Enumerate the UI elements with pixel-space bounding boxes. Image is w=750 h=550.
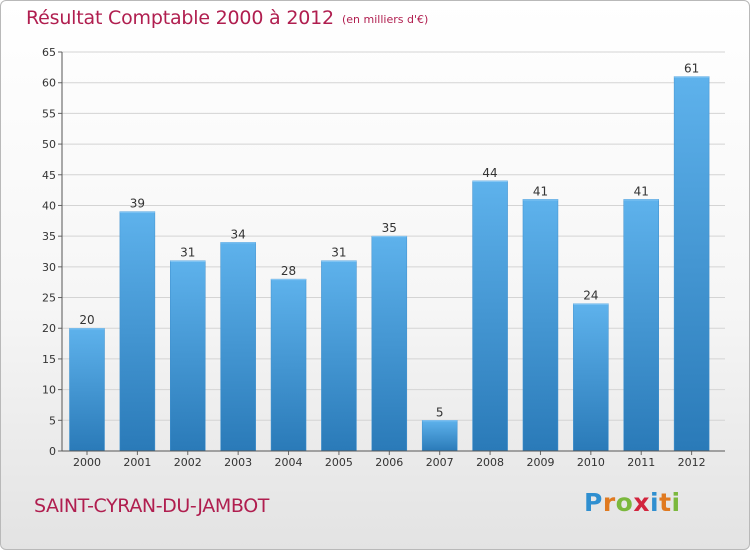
bar-2010 — [573, 303, 609, 452]
y-tick-label: 25 — [42, 292, 56, 305]
data-label: 20 — [79, 313, 94, 327]
y-tick-label: 55 — [42, 107, 56, 120]
x-tick-label: 2005 — [325, 456, 353, 469]
data-label: 41 — [533, 184, 548, 198]
x-tick-label: 2008 — [476, 456, 504, 469]
data-label: 31 — [331, 246, 346, 260]
y-tick-label: 35 — [42, 230, 56, 243]
bar-2004 — [270, 278, 307, 452]
logo-letter: i — [671, 488, 681, 517]
bar-2009 — [522, 199, 559, 452]
commune-name: SAINT-CYRAN-DU-JAMBOT — [34, 495, 269, 517]
data-label: 61 — [684, 62, 699, 76]
x-tick-label: 2007 — [426, 456, 454, 469]
chart-subtitle: (en milliers d'€) — [342, 13, 429, 26]
logo-letter: o — [615, 488, 634, 517]
data-label: 44 — [482, 166, 497, 180]
chart-title: Résultat Comptable 2000 à 2012 — [26, 7, 334, 29]
bar-2007 — [421, 420, 458, 452]
bar-2001 — [119, 211, 156, 452]
data-label: 5 — [436, 405, 444, 419]
bar-2002 — [170, 260, 206, 452]
y-tick-label: 50 — [42, 138, 56, 151]
y-tick-label: 5 — [49, 414, 56, 427]
logo-letter: r — [602, 488, 616, 517]
y-tick-label: 60 — [42, 77, 56, 90]
data-label: 35 — [382, 221, 397, 235]
x-tick-label: 2004 — [275, 456, 303, 469]
logo-letter: P — [584, 488, 603, 517]
y-tick-label: 30 — [42, 261, 56, 274]
axes — [61, 52, 725, 452]
x-tick-label: 2003 — [224, 456, 252, 469]
data-label: 39 — [130, 197, 145, 211]
bar-2008 — [472, 180, 508, 452]
x-tick-label: 2001 — [123, 456, 151, 469]
logo-letter: t — [659, 488, 672, 517]
bar-2005 — [321, 260, 357, 452]
data-labels: 20 39 31 34 28 31 35 5 44 41 24 41 61 — [79, 62, 699, 420]
y-tick-label: 45 — [42, 169, 56, 182]
data-label: 31 — [180, 246, 195, 260]
x-tick-label: 2000 — [73, 456, 101, 469]
logo-letter: x — [633, 488, 650, 517]
data-label: 34 — [231, 227, 246, 241]
data-label: 41 — [634, 184, 649, 198]
x-tick-label: 2012 — [678, 456, 706, 469]
y-tick-label: 0 — [49, 445, 56, 458]
bar-2003 — [220, 242, 256, 452]
y-tick-label: 65 — [42, 46, 56, 59]
bar-2012 — [673, 76, 710, 452]
bar-2000 — [69, 327, 105, 452]
y-tick-label: 15 — [42, 353, 56, 366]
y-axis-ticks: 0 5 10 15 20 25 30 35 40 45 50 55 60 65 — [42, 46, 62, 458]
bar-2006 — [371, 235, 408, 452]
y-tick-label: 10 — [42, 384, 56, 397]
x-tick-label: 2009 — [526, 456, 554, 469]
data-label: 24 — [583, 289, 598, 303]
proxiti-logo: Proxiti — [584, 488, 681, 517]
y-tick-label: 40 — [42, 199, 56, 212]
data-label: 28 — [281, 264, 296, 278]
bars — [69, 76, 710, 452]
bar-2011 — [623, 199, 659, 452]
logo-letter: i — [650, 488, 660, 517]
x-axis-ticks: 2000 2001 2002 2003 2004 2005 2006 2007 2008 2009… — [73, 451, 706, 469]
x-tick-label: 2006 — [375, 456, 403, 469]
y-tick-label: 20 — [42, 322, 56, 335]
x-tick-label: 2002 — [174, 456, 202, 469]
x-tick-label: 2011 — [627, 456, 655, 469]
x-tick-label: 2010 — [577, 456, 605, 469]
